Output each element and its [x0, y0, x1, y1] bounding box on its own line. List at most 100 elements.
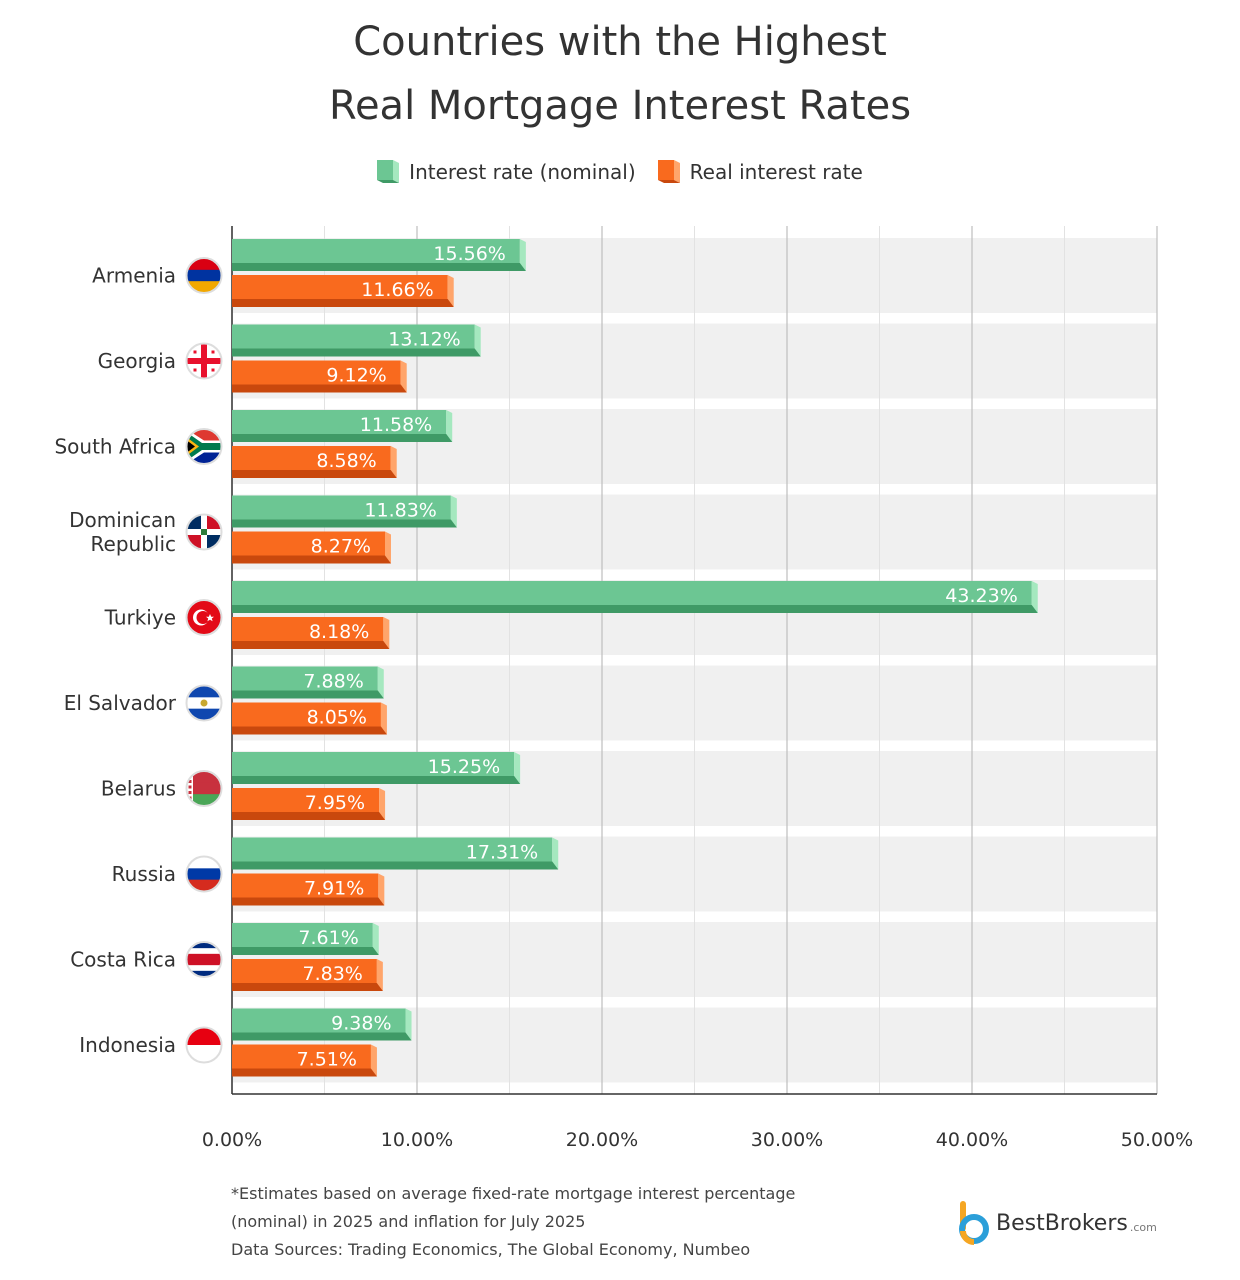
- footnote: *Estimates based on average fixed-rate m…: [231, 1180, 931, 1264]
- legend-swatch-real: [657, 160, 680, 183]
- bar-side: [447, 275, 454, 307]
- brand-name: BestBrokers: [996, 1210, 1128, 1236]
- data-label: 17.31%: [466, 842, 538, 864]
- bar-side: [370, 1044, 377, 1077]
- bar-nominal: 7.61%: [232, 923, 379, 955]
- indonesia-flag-icon: [187, 1028, 221, 1062]
- costa-rica-flag-icon: [187, 942, 221, 977]
- brand-logo: BestBrokers .com: [956, 1198, 1157, 1248]
- bar-bottom: [232, 434, 453, 442]
- turkiye-flag-icon: [187, 600, 221, 635]
- bar-bottom: [232, 641, 390, 649]
- bar-real: 7.95%: [232, 788, 386, 820]
- flag-ring: [185, 513, 223, 551]
- data-label: 8.27%: [311, 536, 371, 558]
- bar-nominal: 15.56%: [232, 239, 526, 271]
- flag-ring: [185, 941, 223, 978]
- data-label: 8.58%: [316, 450, 376, 472]
- bar-bottom: [232, 897, 385, 906]
- data-label: 7.95%: [305, 792, 365, 814]
- bar-bottom: [232, 947, 379, 955]
- category-label: South Africa: [54, 435, 176, 459]
- armenia-flag-icon: [187, 258, 221, 293]
- data-label: 7.61%: [298, 927, 358, 949]
- bar-bottom: [232, 470, 397, 478]
- flag-ring: [185, 1026, 223, 1064]
- legend-item-nominal: Interest rate (nominal): [377, 160, 636, 184]
- bar-real: 8.18%: [232, 617, 390, 649]
- category-label: Armenia: [92, 264, 176, 288]
- category-label: Indonesia: [79, 1033, 176, 1057]
- data-label: 11.58%: [360, 414, 432, 436]
- bar-side: [552, 837, 559, 870]
- data-label: 9.38%: [331, 1013, 391, 1035]
- data-label: 8.05%: [307, 707, 367, 729]
- bar-bottom: [232, 263, 526, 271]
- bar-side: [379, 788, 386, 820]
- flag-ring: [185, 599, 223, 636]
- x-tick-label: 50.00%: [1121, 1129, 1193, 1151]
- bar-side: [376, 959, 383, 991]
- footnote-line-1: *Estimates based on average fixed-rate m…: [231, 1184, 796, 1203]
- chart-title-line-1: Countries with the Highest: [353, 19, 887, 65]
- data-label: 13.12%: [388, 329, 460, 351]
- bar-side: [384, 531, 391, 564]
- bar-nominal: 7.88%: [232, 666, 384, 699]
- bar-side: [474, 324, 481, 357]
- bar-bottom: [232, 555, 391, 564]
- bar-real: 8.58%: [232, 446, 397, 478]
- bar-real: 8.27%: [232, 531, 391, 564]
- bar-nominal: 17.31%: [232, 837, 559, 870]
- footnote-line-2: (nominal) in 2025 and inflation for July…: [231, 1212, 586, 1231]
- bar-side: [519, 239, 526, 271]
- bar-bottom: [232, 348, 481, 357]
- bar-bottom: [232, 519, 457, 528]
- el-salvador-flag-icon: [187, 686, 221, 720]
- x-tick-label: 40.00%: [936, 1129, 1008, 1151]
- data-label: 7.51%: [297, 1049, 357, 1071]
- category-label: Georgia: [98, 349, 176, 373]
- bar-real: 7.83%: [232, 959, 383, 991]
- chart-title-line-2: Real Mortgage Interest Rates: [328, 83, 912, 129]
- x-tick-label: 20.00%: [566, 1129, 638, 1151]
- bar-real: 7.91%: [232, 873, 385, 906]
- data-label: 7.91%: [304, 878, 364, 900]
- legend-item-real: Real interest rate: [657, 160, 863, 184]
- category-label: Belarus: [101, 777, 176, 801]
- legend-label-nominal: Interest rate (nominal): [409, 160, 636, 184]
- bar-real: 7.51%: [232, 1044, 377, 1077]
- flag-ring: [185, 428, 223, 465]
- bar-bottom: [232, 861, 559, 870]
- flag-ring: [185, 342, 223, 380]
- bar-bottom: [232, 690, 384, 699]
- bar-chart: 0.00% 10.00% 20.00% 30.00% 40.00% 50.00% 15.56…: [54, 226, 1193, 1151]
- bar-side: [378, 873, 385, 906]
- data-label: 7.83%: [302, 963, 362, 985]
- bar-bottom: [232, 812, 386, 820]
- legend-label-real: Real interest rate: [689, 160, 863, 184]
- bar-bottom: [232, 605, 1038, 613]
- bar-side: [380, 702, 387, 735]
- bar-bottom: [232, 776, 521, 784]
- flag-ring: [185, 684, 223, 722]
- bar-bottom: [232, 726, 387, 735]
- x-tick-label: 10.00%: [381, 1129, 453, 1151]
- data-label: 9.12%: [326, 365, 386, 387]
- bar-nominal: 11.58%: [232, 410, 453, 442]
- bar-nominal: 15.25%: [232, 752, 521, 784]
- brand-suffix: .com: [1129, 1220, 1157, 1234]
- category-label: Turkiye: [104, 606, 176, 630]
- flag-ring: [185, 770, 223, 807]
- bar-bottom: [232, 384, 407, 393]
- bar-bottom: [232, 1068, 377, 1077]
- data-label: 15.56%: [433, 243, 505, 265]
- footnote-line-3: Data Sources: Trading Economics, The Glo…: [231, 1240, 751, 1259]
- bar-side: [1031, 581, 1038, 613]
- bar-side: [400, 360, 407, 393]
- x-tick-label: 30.00%: [751, 1129, 823, 1151]
- data-label: 11.66%: [361, 279, 433, 301]
- bar-bottom: [232, 983, 383, 991]
- category-label: Costa Rica: [70, 948, 176, 972]
- brand-logo-icon: [959, 1201, 989, 1245]
- georgia-flag-icon: [187, 344, 221, 378]
